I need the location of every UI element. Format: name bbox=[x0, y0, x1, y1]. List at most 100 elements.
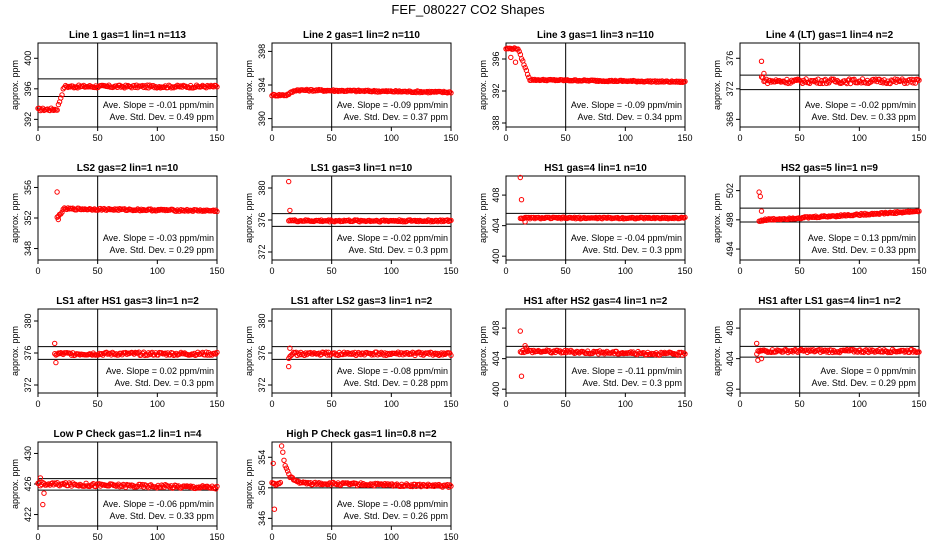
x-tick-label: 150 bbox=[443, 133, 458, 143]
y-tick-label: 408 bbox=[491, 188, 501, 203]
data-point bbox=[425, 90, 431, 96]
data-point bbox=[113, 83, 119, 89]
data-point bbox=[278, 443, 285, 449]
data-point bbox=[817, 80, 824, 87]
y-tick-label: 404 bbox=[491, 351, 501, 366]
stats-annotation: Ave. Slope = -0.04 ppm/min bbox=[571, 233, 682, 243]
data-point bbox=[833, 79, 839, 85]
data-point bbox=[682, 351, 688, 357]
stats-annotation: Ave. Slope = -0.01 ppm/min bbox=[103, 100, 214, 110]
data-point bbox=[843, 348, 849, 354]
panel-hs2-gas-5-lin-1-n-9: HS2 gas=5 lin=1 n=9 0 50 100 150 494 498 502app… bbox=[712, 163, 927, 276]
data-point bbox=[785, 216, 791, 223]
panel-title: LS1 after HS1 gas=3 lin=1 n=2 bbox=[56, 296, 199, 307]
data-point bbox=[670, 214, 676, 221]
x-tick-label: 50 bbox=[561, 133, 571, 143]
data-point bbox=[433, 351, 440, 358]
y-tick-label: 390 bbox=[257, 111, 267, 126]
x-tick-label: 100 bbox=[852, 266, 867, 276]
y-axis-label: approx. ppm bbox=[10, 193, 20, 243]
data-point bbox=[280, 449, 286, 455]
y-tick-label: 394 bbox=[257, 77, 267, 92]
data-point bbox=[171, 85, 177, 91]
data-point bbox=[521, 62, 527, 68]
stats-annotation: Ave. Slope = -0.09 ppm/min bbox=[571, 100, 682, 110]
y-axis-label: approx. ppm bbox=[712, 326, 722, 376]
data-point bbox=[58, 95, 64, 101]
data-point bbox=[863, 80, 869, 86]
data-point bbox=[512, 59, 519, 65]
data-point bbox=[214, 349, 220, 356]
data-point bbox=[844, 80, 850, 87]
stats-annotation: Ave. Std. Dev. = 0.3 ppm bbox=[583, 245, 682, 255]
data-point bbox=[757, 218, 764, 224]
data-point bbox=[271, 506, 278, 512]
data-point bbox=[151, 84, 158, 91]
data-point bbox=[124, 84, 130, 90]
y-tick-label: 396 bbox=[491, 51, 501, 66]
x-tick-label: 150 bbox=[911, 266, 926, 276]
y-tick-label: 404 bbox=[491, 218, 501, 233]
data-point bbox=[573, 350, 579, 356]
x-tick-label: 150 bbox=[677, 399, 692, 409]
stats-annotation: Ave. Std. Dev. = 0.34 ppm bbox=[578, 112, 682, 122]
data-point bbox=[677, 215, 683, 221]
data-point bbox=[55, 101, 62, 108]
x-tick-label: 50 bbox=[93, 266, 103, 276]
panel-hs1-gas-4-lin-1-n-10: HS1 gas=4 lin=1 n=10 0 50 100 150 400 404 408ap… bbox=[478, 163, 693, 276]
data-point bbox=[54, 189, 60, 195]
data-point bbox=[518, 373, 525, 379]
data-point bbox=[106, 206, 112, 212]
data-point bbox=[899, 210, 905, 216]
panel-ls2-gas-2-lin-1-n-10: LS2 gas=2 lin=1 n=10 0 50 100 150 348 352 356ap… bbox=[10, 163, 225, 276]
data-point bbox=[438, 218, 445, 225]
data-point bbox=[133, 207, 140, 213]
stats-annotation: Ave. Std. Dev. = 0.33 ppm bbox=[812, 112, 916, 122]
data-point bbox=[142, 352, 148, 359]
data-point bbox=[910, 80, 916, 86]
data-point bbox=[391, 89, 398, 95]
y-tick-label: 380 bbox=[257, 313, 267, 328]
y-tick-label: 346 bbox=[257, 511, 267, 526]
y-axis-label: approx. ppm bbox=[244, 193, 254, 243]
data-point bbox=[349, 350, 356, 356]
data-point bbox=[448, 90, 454, 96]
y-tick-label: 400 bbox=[491, 249, 501, 264]
data-point bbox=[880, 80, 886, 86]
y-tick-label: 422 bbox=[23, 507, 33, 522]
data-point bbox=[756, 189, 762, 195]
y-tick-label: 400 bbox=[491, 382, 501, 397]
panel-low-p-check-gas-1-2-lin-1-n-4: Low P Check gas=1.2 lin=1 n=4 0 50 100 150 42… bbox=[10, 429, 225, 540]
data-point bbox=[851, 349, 857, 355]
data-point bbox=[376, 350, 382, 356]
y-tick-label: 502 bbox=[725, 183, 735, 198]
data-point bbox=[315, 480, 321, 487]
data-point bbox=[448, 217, 454, 224]
x-tick-label: 100 bbox=[852, 399, 867, 409]
data-point bbox=[105, 83, 111, 90]
y-axis-label: approx. ppm bbox=[478, 193, 488, 243]
y-axis-label: approx. ppm bbox=[478, 326, 488, 376]
x-tick-label: 100 bbox=[150, 266, 165, 276]
x-tick-label: 0 bbox=[503, 399, 508, 409]
y-axis-label: approx. ppm bbox=[244, 459, 254, 509]
data-point bbox=[793, 77, 800, 84]
data-point bbox=[283, 465, 290, 471]
x-tick-label: 50 bbox=[795, 399, 805, 409]
data-point bbox=[60, 206, 66, 213]
y-tick-label: 380 bbox=[23, 313, 33, 328]
panel-hs1-after-ls1-gas-4-lin-1-n-2: HS1 after LS1 gas=4 lin=1 n=2 0 50 100 150 40… bbox=[712, 296, 927, 409]
panel-title: Line 2 gas=1 lin=2 n=110 bbox=[303, 30, 420, 41]
plot-frame bbox=[505, 42, 686, 128]
panel-line-1-gas-1-lin-1-n-113: Line 1 gas=1 lin=1 n=113 0 50 100 150 392 396 4… bbox=[10, 30, 225, 143]
data-point bbox=[59, 92, 65, 98]
data-point bbox=[768, 79, 774, 85]
data-point bbox=[838, 212, 844, 218]
data-point bbox=[349, 481, 356, 487]
x-tick-label: 150 bbox=[209, 532, 224, 540]
data-point bbox=[55, 216, 61, 223]
data-point bbox=[433, 217, 440, 224]
data-point bbox=[318, 480, 324, 486]
data-point bbox=[381, 217, 387, 223]
data-point bbox=[677, 79, 683, 86]
